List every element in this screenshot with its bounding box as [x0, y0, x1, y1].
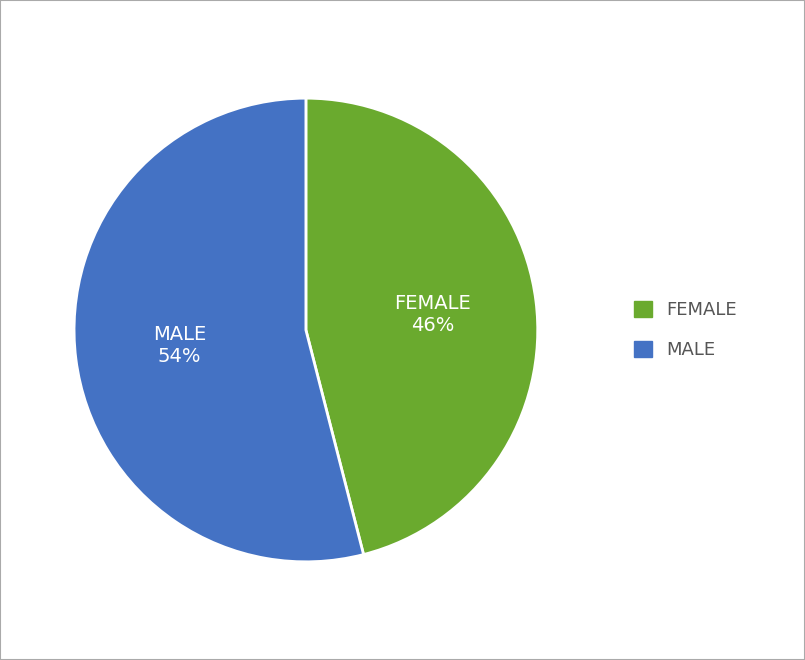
Legend: FEMALE, MALE: FEMALE, MALE — [634, 301, 737, 359]
Wedge shape — [306, 98, 538, 554]
Text: FEMALE
46%: FEMALE 46% — [394, 294, 471, 335]
Wedge shape — [74, 98, 364, 562]
Text: MALE
54%: MALE 54% — [153, 325, 206, 366]
